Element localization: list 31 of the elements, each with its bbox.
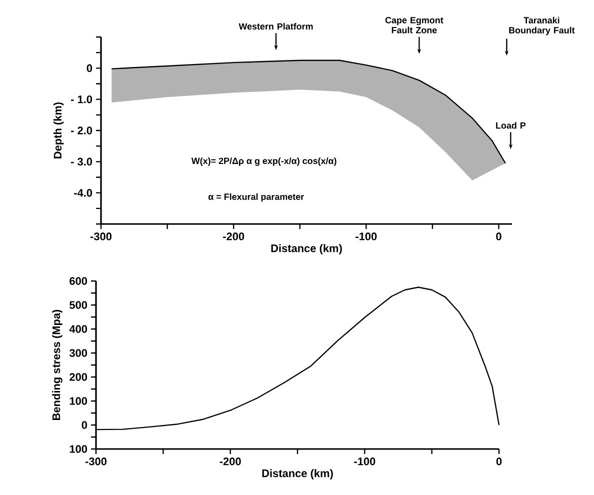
x-tick-label: -100 (354, 458, 376, 466)
y-axis-title: Depth (km) (54, 102, 64, 158)
x-tick-label: -300 (85, 458, 107, 466)
text: Cape Egmont Fault Zone (385, 16, 444, 34)
x-tick-label: -100 (356, 232, 377, 240)
annotation: α = Flexural parameter (208, 193, 304, 202)
y-tick-label: 600 (70, 277, 88, 285)
y-axis-title: Bending stress (Mpa) (52, 310, 62, 420)
annotation: Load P (496, 122, 526, 129)
y-tick-label: - 1.0 (70, 95, 92, 104)
x-axis-title: Distance (km) (262, 469, 333, 480)
y-tick-label: 100 (70, 445, 88, 453)
y-tick-label: - 3.0 (70, 158, 92, 166)
x-tick-label: -300 (90, 232, 112, 240)
x-tick-label: 0 (496, 458, 502, 466)
y-tick-label: 100 (70, 397, 88, 405)
x-tick-label: -200 (223, 232, 244, 240)
x-tick-label: 0 (496, 232, 502, 240)
y-tick-label: 0 (82, 421, 88, 429)
text: Western Platform (238, 22, 313, 30)
y-tick-label: 400 (69, 325, 88, 333)
y-tick-label: -4.0 (74, 188, 92, 197)
y-tick-label: 300 (69, 349, 88, 357)
text: Taranaki Boundary Fault (509, 16, 575, 36)
y-tick-label: 200 (70, 373, 88, 381)
x-axis-title: Distance (km) (271, 244, 342, 254)
y-tick-label: - 2.0 (70, 126, 92, 134)
annotation: W(x)= 2P/Δρ α g exp(-x/α) cos(x/α) (191, 157, 336, 166)
y-tick-label: 500 (70, 301, 88, 309)
x-tick-label: -200 (220, 458, 241, 466)
y-tick-label: 0 (86, 64, 92, 72)
